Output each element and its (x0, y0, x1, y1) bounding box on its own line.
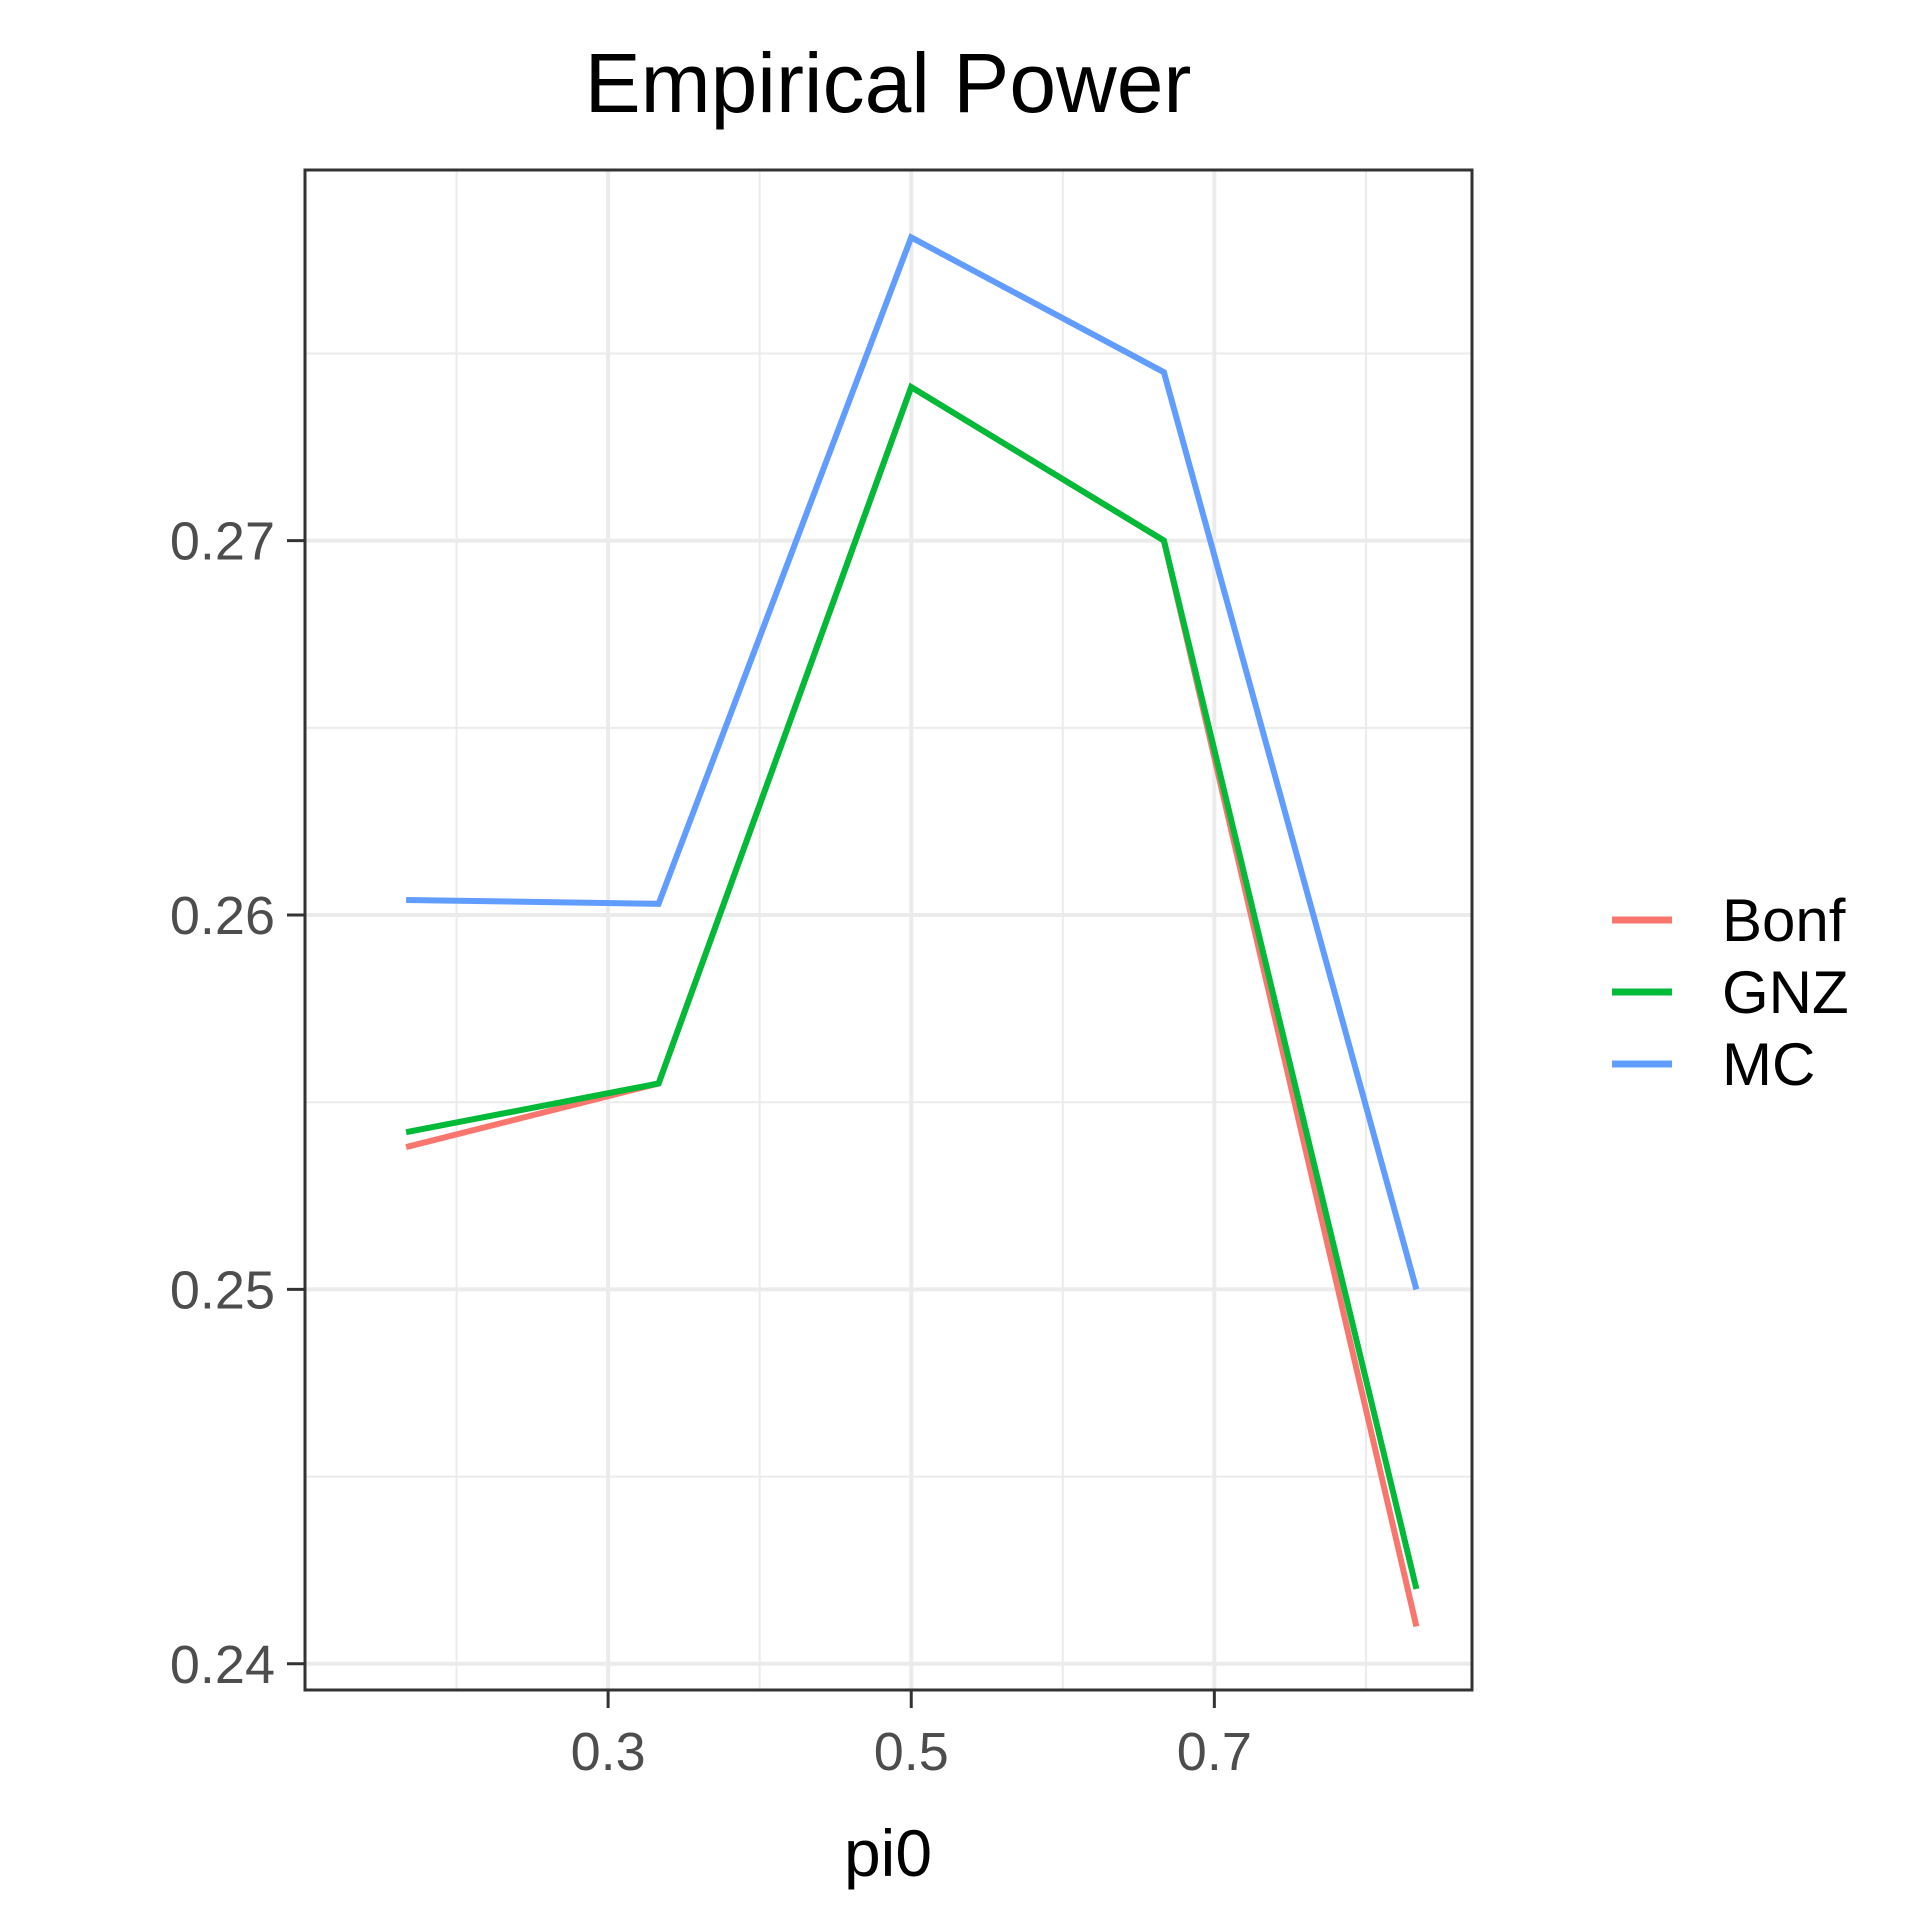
y-tick-label: 0.25 (170, 1260, 275, 1320)
legend-label-bonf: Bonf (1722, 887, 1846, 954)
y-tick-label: 0.24 (170, 1635, 275, 1695)
x-axis: 0.3 0.5 0.7 (571, 1690, 1252, 1782)
legend-label-mc: MC (1722, 1031, 1815, 1098)
series-line-gnz (405, 382, 1420, 1590)
legend-label-gnz: GNZ (1722, 959, 1849, 1026)
y-tick-label: 0.26 (170, 886, 275, 946)
x-axis-title: pi0 (844, 1816, 932, 1890)
plot-panel-border (303, 168, 1474, 1692)
grid-minor (305, 170, 1472, 1690)
grid-major (305, 170, 1472, 1690)
plot-background (305, 170, 1472, 1690)
series-lines (405, 233, 1420, 1628)
series-line-mc (406, 233, 1420, 1291)
x-tick-label: 0.3 (571, 1722, 646, 1782)
y-tick-label: 0.27 (170, 512, 275, 572)
chart-title: Empirical Power (585, 36, 1192, 130)
y-axis: 0.24 0.25 0.26 0.27 (170, 512, 305, 1695)
x-tick-label: 0.7 (1177, 1722, 1252, 1782)
x-tick-label: 0.5 (874, 1722, 949, 1782)
